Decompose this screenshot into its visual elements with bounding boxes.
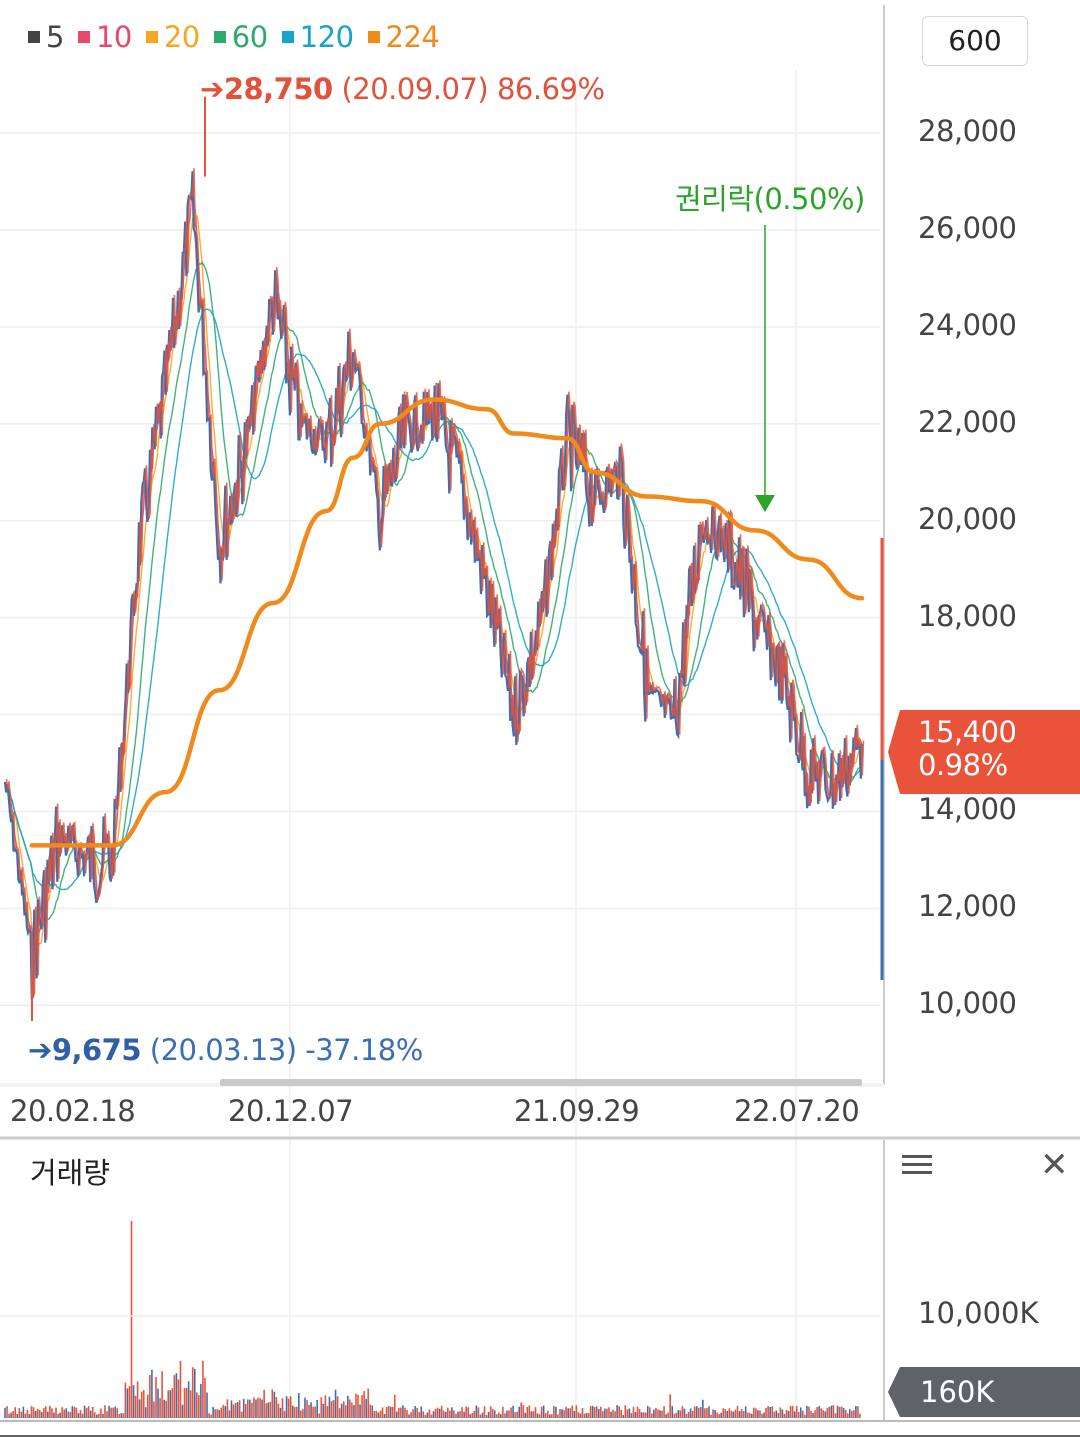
current-price-value: 15,400 — [918, 715, 1017, 749]
high-arrow: ➔ — [200, 72, 224, 106]
menu-icon[interactable] — [900, 1150, 934, 1178]
volume-panel-title: 거래량 — [30, 1156, 111, 1190]
low-annotation: ➔9,675 (20.03.13) -37.18% — [28, 1033, 423, 1067]
close-icon[interactable]: ✕ — [1040, 1145, 1069, 1185]
legend-item-60[interactable]: 60 — [213, 20, 268, 54]
high-annotation: ➔28,750 (20.09.07) 86.69% — [200, 72, 605, 106]
legend-swatch — [28, 31, 40, 43]
legend-label: 10 — [95, 20, 132, 54]
low-arrow: ➔ — [28, 1033, 52, 1067]
y-tick-label: 26,000 — [918, 210, 1017, 245]
ex-rights-annotation: 권리락(0.50%) — [675, 182, 865, 216]
x-tick-label: 21.09.29 — [514, 1094, 640, 1128]
legend-item-224[interactable]: 224 — [367, 20, 440, 54]
low-date: (20.03.13) — [149, 1033, 297, 1067]
legend-label: 60 — [231, 20, 268, 54]
y-tick-label: 28,000 — [918, 114, 1017, 148]
y-tick-label: 12,000 — [918, 889, 1017, 924]
legend-label: 120 — [299, 20, 354, 54]
low-pct: -37.18% — [305, 1033, 423, 1067]
x-tick-label: 20.12.07 — [228, 1094, 354, 1128]
ex-rights-arrow — [755, 495, 775, 512]
current-price-tag: 15,400 0.98% — [888, 710, 1080, 794]
legend-swatch — [145, 31, 158, 43]
low-value: 9,675 — [51, 1033, 142, 1067]
high-value: 28,750 — [223, 72, 333, 106]
y-tick-label: 22,000 — [918, 404, 1017, 439]
y-tick-label: 18,000 — [918, 598, 1017, 633]
price-line-up — [5, 168, 865, 997]
ma-legend: 5 10 20 60 120 224 — [28, 20, 440, 54]
volume-axis-tick: 10,000K — [918, 1296, 1039, 1330]
legend-item-20[interactable]: 20 — [145, 20, 200, 54]
high-date: (20.09.07) — [341, 72, 489, 106]
period-selector[interactable]: 600 — [922, 16, 1028, 66]
legend-item-5[interactable]: 5 — [28, 20, 64, 54]
x-tick-label: 20.02.18 — [10, 1094, 136, 1128]
ma224-line — [29, 397, 865, 848]
price-line-down — [3, 171, 864, 1000]
legend-label: 5 — [46, 20, 64, 54]
y-tick-label: 20,000 — [918, 501, 1017, 536]
high-pct: 86.69% — [496, 72, 605, 106]
legend-item-120[interactable]: 120 — [281, 20, 354, 54]
current-price-change: 0.98% — [918, 748, 1008, 782]
current-volume-tag: 160K — [888, 1367, 1080, 1417]
legend-label: 20 — [163, 20, 200, 54]
legend-swatch — [77, 31, 90, 43]
y-tick-label: 14,000 — [918, 792, 1017, 827]
legend-swatch — [367, 31, 380, 43]
scroll-thumb[interactable] — [220, 1079, 862, 1086]
x-tick-label: 22.07.20 — [734, 1094, 860, 1128]
y-tick-label: 10,000 — [918, 986, 1017, 1021]
legend-swatch — [281, 31, 294, 43]
y-tick-label: 24,000 — [918, 307, 1017, 342]
legend-label: 224 — [385, 20, 440, 54]
legend-swatch — [213, 31, 226, 43]
legend-item-10[interactable]: 10 — [77, 20, 132, 54]
